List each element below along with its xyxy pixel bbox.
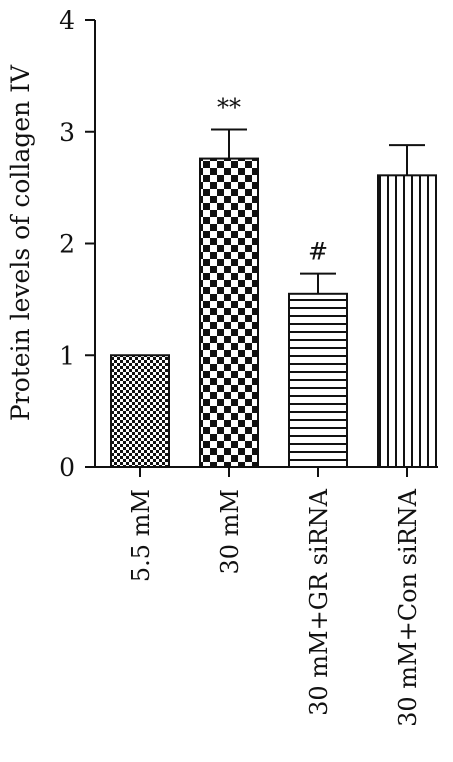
y-tick-label: 2: [59, 230, 75, 259]
significance-label-3: #: [308, 238, 328, 266]
y-axis-label: Protein levels of collagen IV: [6, 64, 35, 421]
bar-2: [199, 157, 259, 468]
bar-1: [110, 354, 170, 468]
y-tick-label: 3: [59, 118, 75, 147]
bars-group: ** #: [110, 94, 437, 469]
bar-4: [377, 174, 437, 469]
x-category-label: 30 mM+GR siRNA: [305, 488, 333, 716]
x-category-label: 5.5 mM: [127, 489, 155, 582]
y-tick-label: 1: [59, 341, 75, 370]
y-axis: 0 1 2 3 4: [59, 6, 96, 482]
x-category-label: 30 mM+Con siRNA: [394, 488, 422, 727]
bar-3: [288, 292, 348, 468]
y-tick-label: 0: [59, 453, 75, 482]
significance-label-2: **: [217, 94, 241, 122]
x-axis: 5.5 mM 30 mM 30 mM+GR siRNA 30 mM+Con siRNA: [95, 466, 438, 727]
y-tick-label: 4: [59, 6, 75, 35]
x-category-label: 30 mM: [216, 489, 244, 575]
